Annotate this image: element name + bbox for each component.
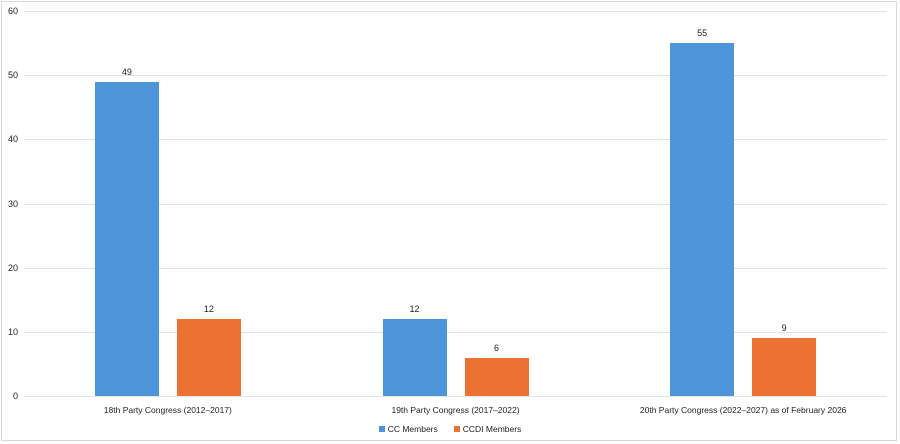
bar-ccdi-members (464, 357, 529, 396)
gridline (24, 139, 887, 141)
legend-swatch-icon (453, 426, 460, 432)
data-label: 12 (203, 304, 214, 314)
legend-label: CCDI Members (462, 424, 522, 434)
bar-ccdi-members (176, 319, 241, 396)
data-label: 9 (781, 323, 787, 334)
data-label: 55 (697, 28, 708, 39)
x-tick-label: 20th Party Congress (2022–2027) as of Fe… (639, 405, 847, 415)
data-label: 49 (121, 66, 132, 77)
bar-cc-members (382, 319, 447, 396)
y-tick-label: 10 (7, 326, 18, 337)
y-tick-label: 40 (7, 134, 18, 145)
y-tick-label: 0 (12, 391, 18, 401)
y-tick-label: 50 (7, 70, 18, 81)
x-tick-label: 19th Party Congress (2017–2022) (391, 405, 520, 415)
plot-area: 0 10 20 30 40 50 60 49 12 12 6 55 9 (8, 6, 887, 401)
chart-legend: CC Members CCDI Members (0, 424, 900, 434)
legend-label: CC Members (387, 424, 438, 434)
gridline (24, 267, 887, 269)
gridline (24, 11, 887, 12)
data-label: 12 (409, 304, 420, 314)
bar-cc-members (94, 81, 159, 396)
gridline (24, 331, 887, 333)
bar-cc-members (670, 43, 735, 396)
data-label: 6 (493, 342, 499, 353)
gridline (24, 396, 887, 397)
gridline (24, 203, 887, 205)
bar-ccdi-members (752, 338, 817, 396)
y-tick-label: 30 (7, 198, 18, 209)
legend-item: CC Members (378, 424, 438, 434)
y-tick-label: 60 (7, 6, 18, 16)
x-tick-label: 18th Party Congress (2012–2017) (103, 405, 232, 415)
gridline (24, 75, 887, 77)
legend-swatch-icon (378, 426, 385, 432)
legend-item: CCDI Members (453, 424, 522, 434)
y-tick-label: 20 (7, 262, 18, 273)
